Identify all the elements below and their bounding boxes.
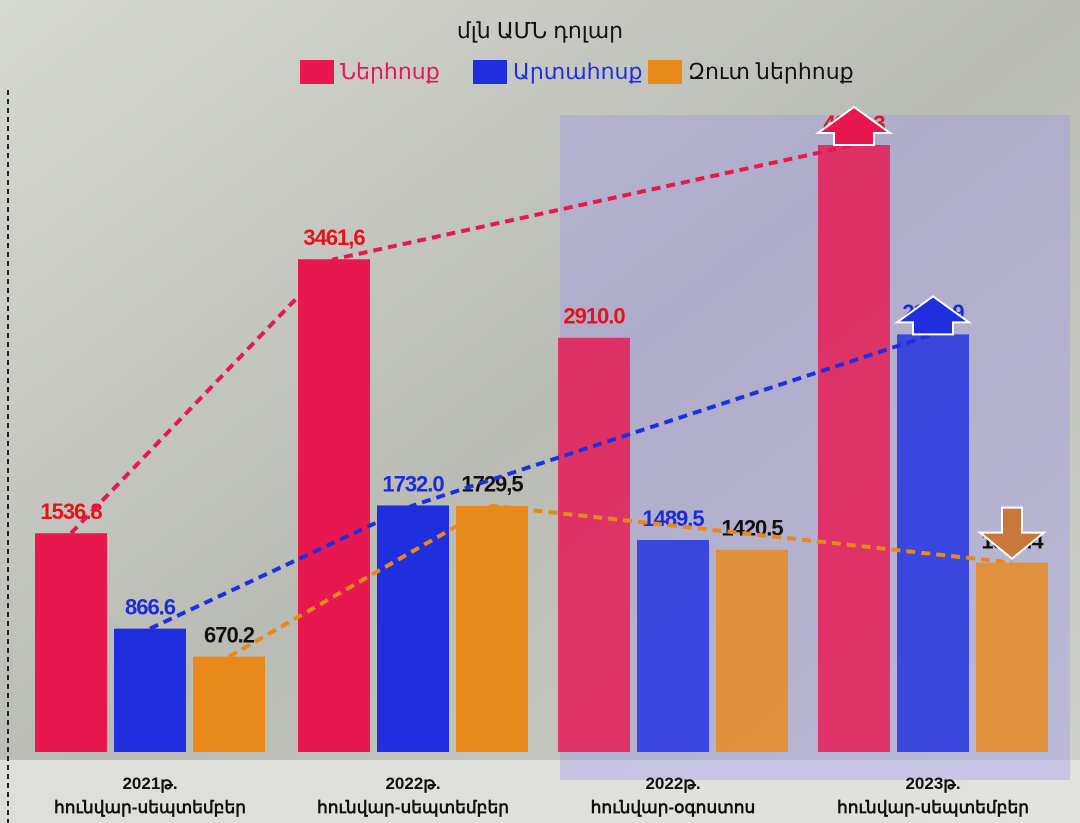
bar (298, 259, 370, 752)
legend-label: Արտահոսք (513, 59, 642, 84)
bar (114, 629, 186, 752)
chart-page: մլն ԱՄՆ դոլար Ներհոսք Արտահոսք Զուտ ներհոս… (0, 0, 1080, 823)
value-label: 670.2 (204, 622, 255, 647)
legend-swatch (648, 60, 682, 84)
value-label: 2910.0 (563, 304, 625, 329)
chart: մլն ԱՄՆ դոլար Ներհոսք Արտահոսք Զուտ ներհոս… (0, 0, 1080, 823)
bar (35, 533, 107, 752)
bar (193, 657, 265, 752)
legend-swatch (473, 60, 507, 84)
value-label: 1729,5 (461, 472, 523, 497)
bar (716, 550, 788, 752)
x-tick-label: 2021թ. հունվար-սեպտեմբեր (20, 772, 280, 820)
bar (456, 506, 528, 752)
legend-label: Զուտ ներհոսք (688, 59, 854, 84)
x-tick-label: 2022թ. հունվար-սեպտեմբեր (283, 772, 543, 820)
legend-swatch (300, 60, 334, 84)
x-tick-label: 2022թ. հունվար-օգոստոս (543, 772, 803, 820)
bar (637, 540, 709, 752)
bar (976, 563, 1048, 752)
x-tick-label: 2023թ. հունվար-սեպտեմբեր (803, 772, 1063, 820)
bar (558, 338, 630, 752)
value-label: 1732.0 (382, 471, 444, 496)
legend-label: Ներհոսք (340, 59, 440, 84)
value-label: 3461,6 (303, 225, 365, 250)
value-label: 866.6 (125, 594, 176, 619)
chart-title: մլն ԱՄՆ դոլար (457, 18, 623, 43)
bar (818, 145, 890, 752)
bar (377, 505, 449, 752)
bar (897, 334, 969, 752)
